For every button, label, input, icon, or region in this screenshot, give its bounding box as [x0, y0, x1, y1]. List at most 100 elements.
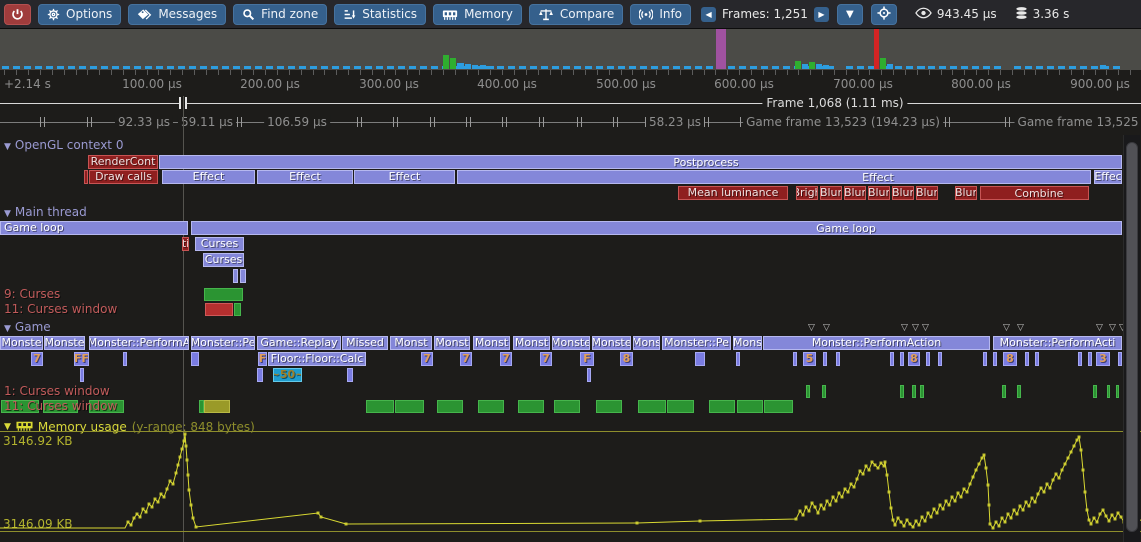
frame-title[interactable]: Frame 1,068 (1.11 ms): [762, 96, 908, 110]
lock-bar[interactable]: [554, 400, 580, 413]
lock-bar[interactable]: [1, 400, 39, 413]
zone-bar[interactable]: [1118, 352, 1122, 366]
zone-bar[interactable]: [233, 269, 238, 283]
zone-bar[interactable]: 7: [31, 352, 43, 366]
zone-bar[interactable]: [836, 352, 840, 366]
zone-bar[interactable]: Mons: [633, 336, 660, 350]
zone-bar[interactable]: Brigh: [796, 186, 818, 200]
zone-bar[interactable]: Monster::PerformAction: [763, 336, 990, 350]
lock-bar[interactable]: [920, 385, 924, 398]
lock-bar[interactable]: [822, 385, 826, 398]
lock-bar[interactable]: [1116, 385, 1119, 398]
zone-bar[interactable]: [191, 352, 199, 366]
zone-bar[interactable]: 7: [500, 352, 512, 366]
zone-bar[interactable]: [823, 352, 827, 366]
zone-bar[interactable]: Monste: [44, 336, 85, 350]
message-marker[interactable]: ▽: [1109, 323, 1116, 333]
lock-bar[interactable]: [1017, 385, 1021, 398]
zone-bar[interactable]: [926, 352, 930, 366]
message-marker[interactable]: ▽: [912, 323, 919, 333]
message-marker[interactable]: ▽: [1119, 324, 1126, 333]
zone-bar[interactable]: Monst: [513, 336, 550, 350]
zone-bar[interactable]: Effect: [457, 170, 1091, 184]
subframe-label[interactable]: 59.11 µs: [177, 115, 237, 129]
lock-bar[interactable]: [395, 400, 424, 413]
zone-bar[interactable]: Effect: [354, 170, 455, 184]
zone-bar[interactable]: Blur: [892, 186, 914, 200]
zone-bar[interactable]: Monste: [0, 336, 43, 350]
lock-bar[interactable]: [912, 385, 916, 398]
lock-bar[interactable]: [199, 400, 204, 413]
message-marker[interactable]: ▽: [1003, 323, 1010, 333]
zone-bar[interactable]: 7: [460, 352, 472, 366]
zone-bar[interactable]: Monst: [390, 336, 432, 350]
info-button[interactable]: Info: [630, 3, 692, 25]
zone-bar[interactable]: 7: [421, 352, 433, 366]
zone-bar[interactable]: [938, 352, 942, 366]
lock-bar[interactable]: [437, 400, 463, 413]
zone-bar[interactable]: Draw calls: [89, 170, 158, 184]
vertical-scrollbar-thumb[interactable]: [1126, 142, 1138, 532]
zone-bar[interactable]: [993, 352, 997, 366]
message-marker[interactable]: ▽: [1096, 323, 1103, 333]
zone-bar[interactable]: Blur: [820, 186, 842, 200]
zone-bar[interactable]: Curses: [195, 237, 244, 251]
lock-bar[interactable]: [366, 400, 394, 413]
lock-bar[interactable]: [518, 400, 544, 413]
frame-histogram[interactable]: [0, 29, 1141, 70]
zone-bar[interactable]: Monster::PerformActi: [993, 336, 1122, 350]
zone-bar[interactable]: [257, 368, 263, 382]
zone-bar[interactable]: Missed: [342, 336, 388, 350]
zone-bar[interactable]: Monst: [434, 336, 470, 350]
zone-bar[interactable]: Blur: [868, 186, 890, 200]
messages-button[interactable]: Messages: [128, 3, 227, 25]
next-frame-button[interactable]: ▶: [813, 6, 829, 22]
zone-bar[interactable]: [240, 269, 246, 283]
zone-bar[interactable]: 8: [1003, 352, 1017, 366]
zone-bar[interactable]: Combine: [980, 186, 1089, 200]
section-header-game[interactable]: ▼ Game: [4, 320, 51, 334]
zone-bar[interactable]: Monste: [592, 336, 631, 350]
prev-frame-button[interactable]: ◀: [701, 6, 717, 22]
zone-bar[interactable]: Monste: [552, 336, 590, 350]
zone-bar[interactable]: FF: [74, 352, 89, 366]
zone-bar[interactable]: 8: [620, 352, 633, 366]
subframe-label[interactable]: 92.33 µs: [114, 115, 174, 129]
lock-bar[interactable]: [89, 400, 124, 413]
zone-bar[interactable]: Floor::Floor::Calc: [268, 352, 366, 366]
lock-bar[interactable]: [1107, 385, 1110, 398]
zone-bar[interactable]: 8: [908, 352, 920, 366]
zone-bar[interactable]: F: [258, 352, 267, 366]
zone-bar[interactable]: ~50~: [273, 368, 302, 382]
zone-bar[interactable]: Postprocess: [159, 155, 1122, 169]
power-button[interactable]: [4, 3, 31, 25]
message-marker[interactable]: ▽: [901, 323, 908, 333]
lock-bar[interactable]: [205, 303, 233, 316]
goto-frame-button[interactable]: [870, 3, 897, 25]
zone-bar[interactable]: Effec: [1094, 170, 1122, 184]
zone-bar[interactable]: [1025, 352, 1029, 366]
zone-bar[interactable]: [983, 352, 987, 366]
message-marker[interactable]: ▽: [1017, 323, 1024, 333]
memory-section-header[interactable]: ▼ Memory usage (y-range: 848 bytes): [4, 417, 255, 436]
lock-bar[interactable]: [667, 400, 694, 413]
subframe-label[interactable]: Game frame 13,523 (194.23 µs): [743, 115, 943, 129]
zone-bar[interactable]: Blur: [955, 186, 977, 200]
zone-bar[interactable]: 3: [1096, 352, 1110, 366]
zone-bar[interactable]: 7: [540, 352, 552, 366]
compare-button[interactable]: Compare: [528, 3, 624, 25]
zone-bar[interactable]: [736, 352, 740, 366]
zone-bar[interactable]: F: [580, 352, 594, 366]
message-marker[interactable]: ▽: [823, 323, 830, 333]
zone-bar[interactable]: Monst: [473, 336, 510, 350]
zone-bar[interactable]: RenderCont: [88, 155, 158, 169]
section-header-opengl-context-0[interactable]: ▼ OpenGL context 0: [4, 138, 123, 152]
options-button[interactable]: Options: [38, 3, 122, 25]
zone-bar[interactable]: Blur: [844, 186, 866, 200]
zone-bar[interactable]: [900, 352, 904, 366]
lock-bar[interactable]: [596, 400, 622, 413]
zone-bar[interactable]: Monster::Pe: [191, 336, 255, 350]
zone-bar[interactable]: [80, 368, 84, 382]
lock-bar[interactable]: [43, 400, 78, 413]
zone-bar[interactable]: [890, 352, 894, 366]
